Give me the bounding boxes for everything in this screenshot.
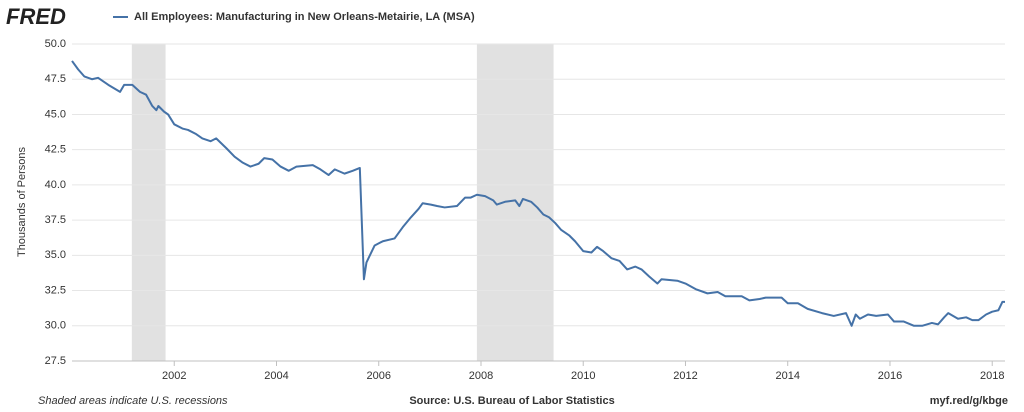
y-tick-label: 37.5 [45,214,66,226]
y-tick-label: 40.0 [45,179,66,191]
recession-shade [131,44,166,361]
y-tick-label: 35.0 [45,249,66,261]
y-tick-label: 27.5 [45,355,66,367]
x-tick-label: 2012 [673,370,697,382]
recession-shade [476,44,554,361]
recession-note: Shaded areas indicate U.S. recessions [38,395,228,407]
source: Source: U.S. Bureau of Labor Statistics [409,395,614,407]
y-tick-label: 32.5 [45,284,66,296]
y-axis-label: Thousands of Persons [16,146,28,257]
legend-label: All Employees: Manufacturing in New Orle… [134,11,475,23]
x-tick-label: 2016 [878,370,902,382]
x-tick-label: 2002 [162,370,186,382]
x-tick-label: 2004 [264,370,288,382]
link[interactable]: myf.red/g/kbge [930,395,1008,407]
x-tick-label: 2014 [775,370,799,382]
y-tick-label: 50.0 [45,38,66,50]
x-tick-label: 2008 [469,370,493,382]
y-tick-label: 30.0 [45,320,66,332]
x-tick-label: 2006 [366,370,390,382]
y-tick-label: 42.5 [45,144,66,156]
x-tick-label: 2018 [980,370,1004,382]
series-line [71,60,1005,327]
y-tick-label: 47.5 [45,73,66,85]
logo: FRED [6,4,66,29]
x-tick-label: 2010 [571,370,595,382]
y-tick-label: 45.0 [45,108,66,120]
